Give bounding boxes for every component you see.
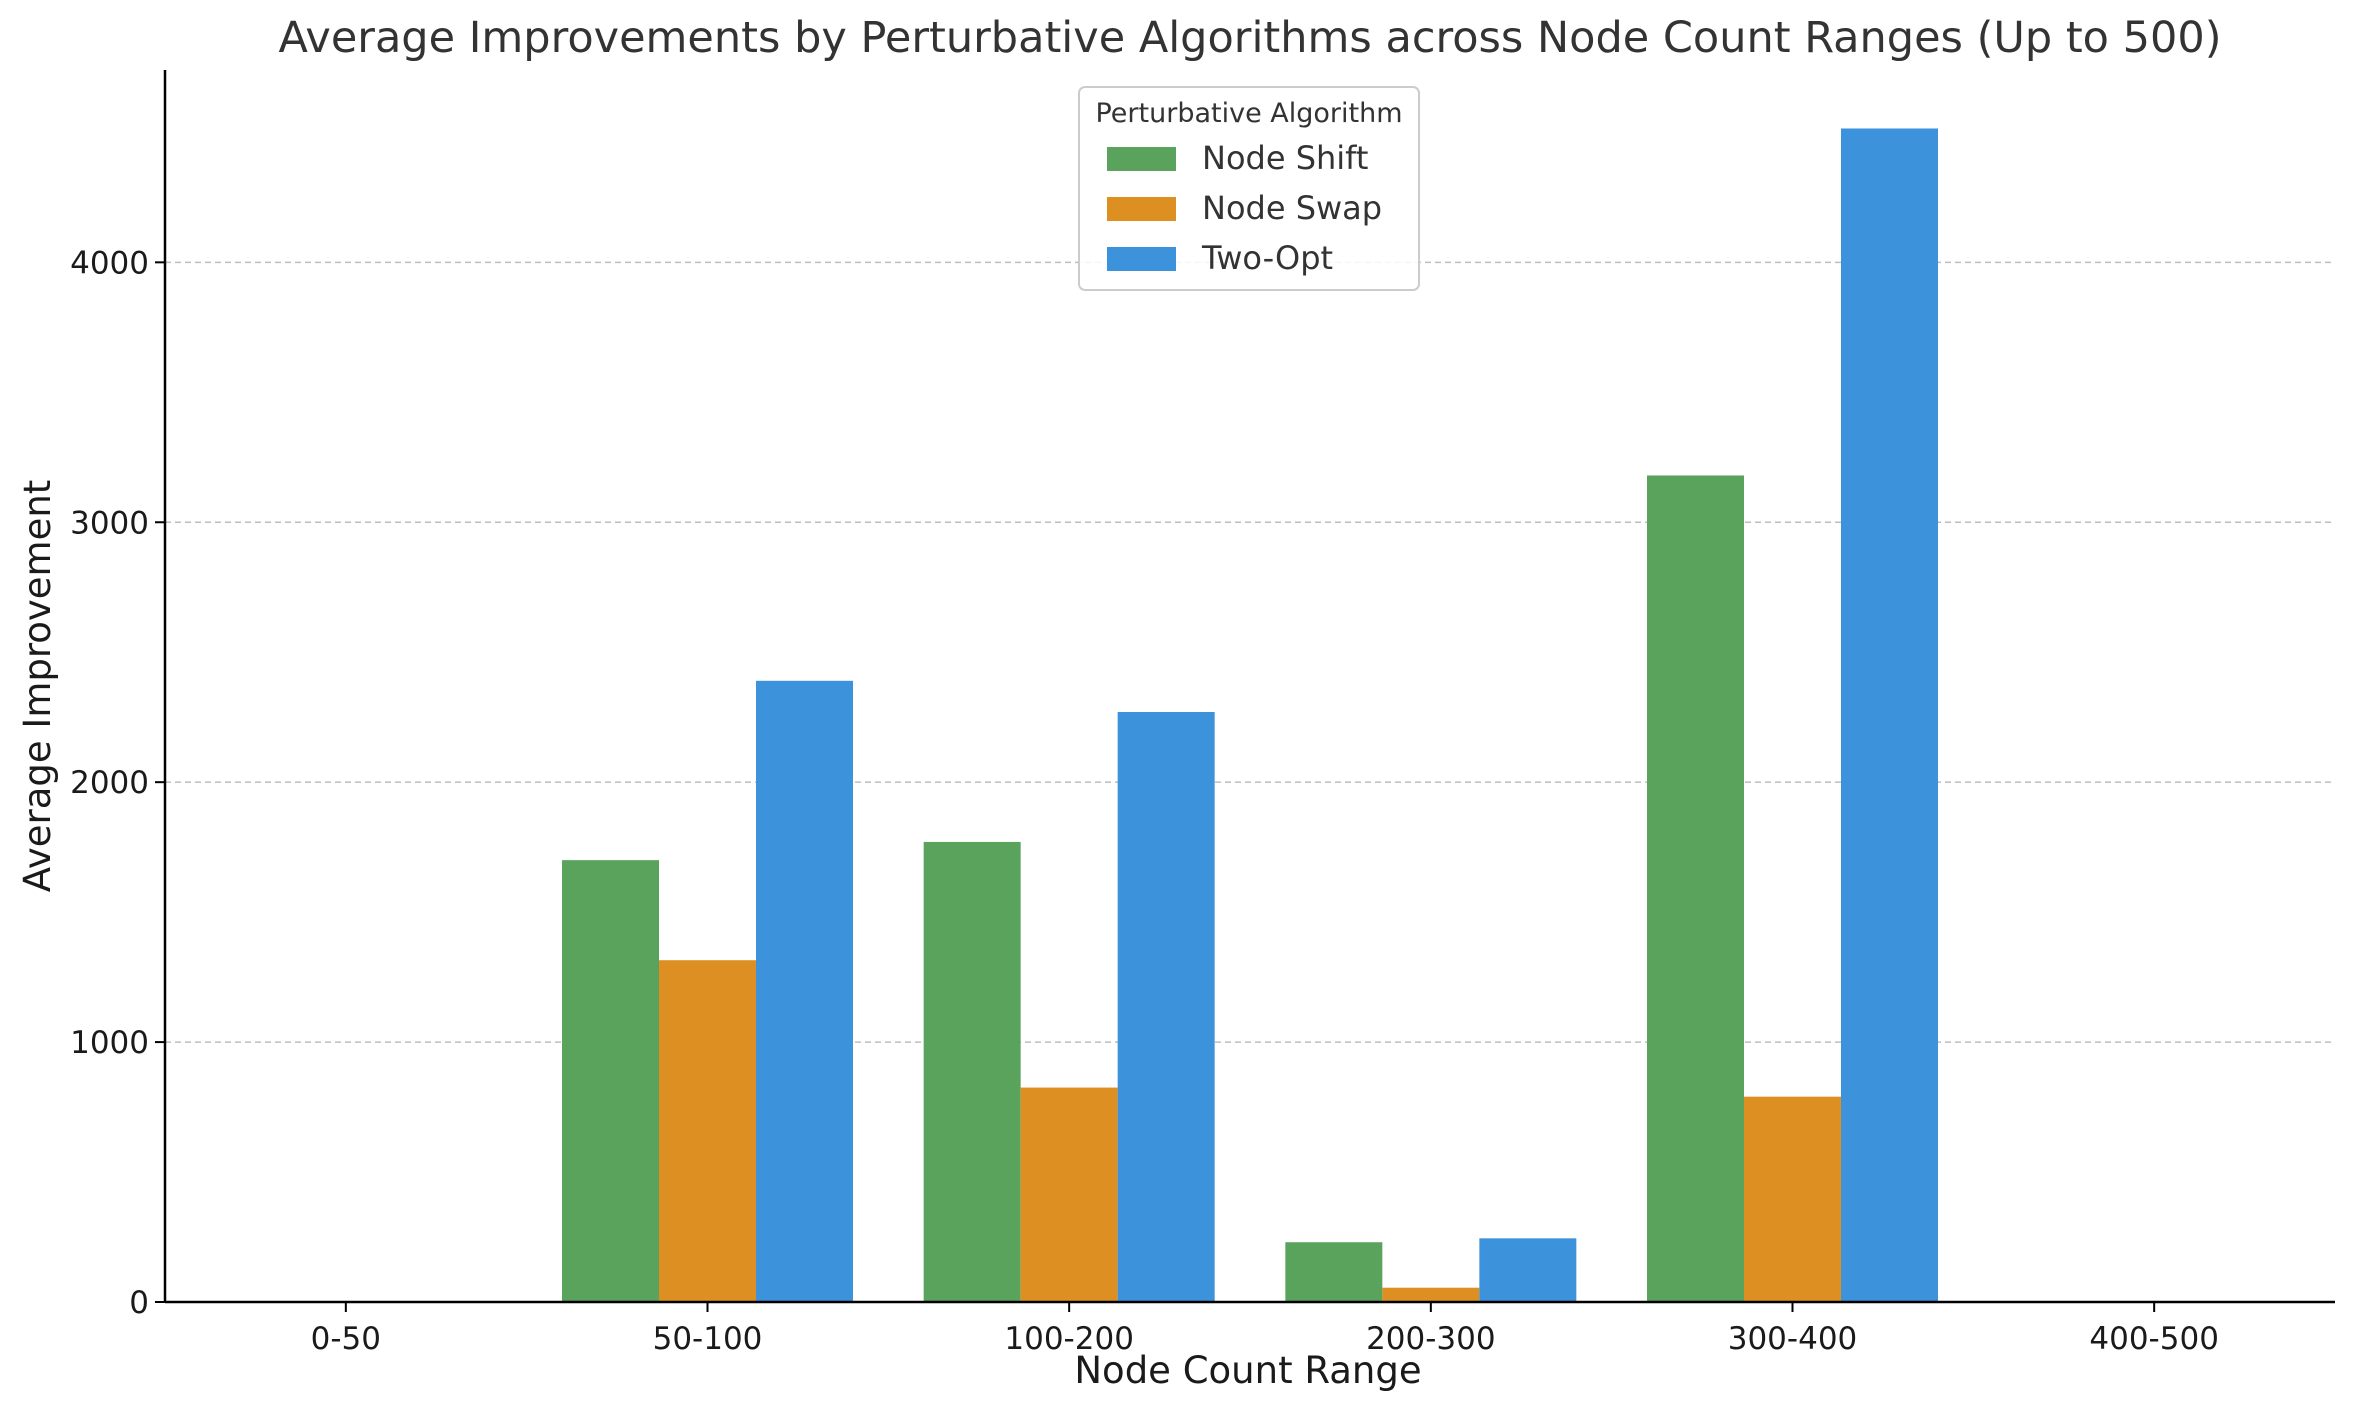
legend-swatch-node-swap — [1107, 197, 1176, 221]
legend-title: Perturbative Algorithm — [1095, 98, 1402, 129]
y-tick-label-3000: 3000 — [70, 505, 149, 541]
legend-label-node-shift: Node Shift — [1202, 139, 1368, 177]
chart-title: Average Improvements by Perturbative Alg… — [278, 13, 2221, 63]
x-tick-label-0-50: 0-50 — [311, 1321, 381, 1357]
bar-two-opt-100-200 — [1117, 711, 1215, 1302]
legend-box — [1078, 86, 1420, 291]
y-tick-label-0: 0 — [129, 1285, 149, 1321]
bar-two-opt-50-100 — [756, 680, 853, 1302]
bar-node-shift-200-300 — [1285, 1242, 1383, 1302]
axes — [163, 70, 2335, 1304]
legend-label-two-opt: Two-Opt — [1201, 239, 1333, 277]
x-ticks: 0-50 50-100 100-200 200-300 300-400 400-500 — [311, 1302, 2219, 1357]
y-tick-label-4000: 4000 — [70, 245, 149, 281]
legend: Perturbative Algorithm Node Shift Node Swa… — [1078, 86, 1420, 291]
x-tick-label-100-200: 100-200 — [1004, 1321, 1134, 1357]
legend-label-node-swap: Node Swap — [1202, 189, 1382, 227]
bar-node-shift-300-400 — [1647, 475, 1744, 1302]
y-tick-label-1000: 1000 — [70, 1025, 149, 1061]
y-axis-label: Average Improvement — [16, 480, 59, 893]
x-tick-label-50-100: 50-100 — [653, 1321, 763, 1357]
bar-two-opt-300-400 — [1841, 128, 1938, 1303]
bar-node-swap-50-100 — [659, 960, 756, 1302]
bars — [562, 128, 1938, 1303]
x-tick-label-200-300: 200-300 — [1366, 1321, 1496, 1357]
bar-node-swap-200-300 — [1382, 1287, 1480, 1302]
legend-swatch-node-shift — [1107, 147, 1176, 171]
gridlines — [165, 261, 2335, 1043]
bar-two-opt-200-300 — [1479, 1238, 1577, 1302]
x-axis-label: Node Count Range — [1074, 1349, 1421, 1392]
x-tick-label-400-500: 400-500 — [2089, 1321, 2219, 1357]
bar-node-swap-100-200 — [1020, 1087, 1118, 1302]
x-tick-label-300-400: 300-400 — [1728, 1321, 1858, 1357]
bar-node-shift-50-100 — [562, 860, 659, 1302]
legend-swatch-two-opt — [1107, 247, 1176, 271]
y-ticks: 0 1000 2000 3000 4000 — [70, 245, 165, 1321]
bar-node-swap-300-400 — [1744, 1096, 1841, 1302]
bar-node-shift-100-200 — [923, 841, 1021, 1302]
y-tick-label-2000: 2000 — [70, 765, 149, 801]
